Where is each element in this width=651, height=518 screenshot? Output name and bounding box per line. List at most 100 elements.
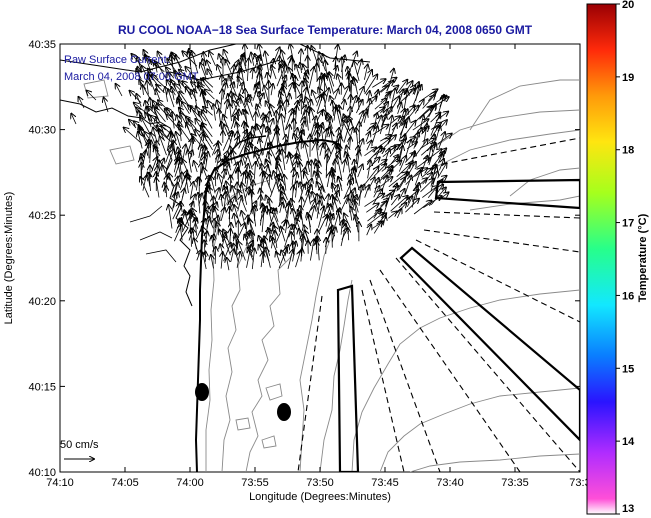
current-vector [186,123,192,136]
current-vector [155,108,166,122]
current-vector [398,103,402,115]
current-vector [318,206,324,228]
current-vector [154,146,161,157]
current-vector [136,94,142,107]
current-vector [124,128,142,144]
current-vector [359,185,361,206]
current-vector [238,110,239,121]
current-vector [156,178,159,198]
colorbar [586,3,617,515]
current-vector [269,210,272,222]
current-vector [192,134,201,145]
plot-frame [59,43,581,473]
current-vector [388,116,393,135]
current-vector [150,140,151,163]
current-vector [269,175,278,198]
x-tick-label: 74:00 [176,477,204,489]
current-vector [383,194,391,216]
current-vector [247,58,248,82]
current-vector [138,132,143,149]
current-vector [116,84,123,97]
y-tick-label: 40:25 [28,210,56,222]
x-tick-label: 73:50 [306,477,334,489]
current-vector [318,236,320,261]
current-vector [372,126,378,143]
current-vector [215,247,216,264]
current-vector [317,201,320,219]
current-vector [200,63,207,80]
current-vector [238,190,247,212]
current-vector [219,169,225,191]
current-vector [207,69,213,79]
current-vector [340,224,346,247]
current-vector [176,132,182,149]
colorbar-tick-label: 14 [622,436,635,448]
current-vector [203,107,213,116]
current-vector [160,136,167,156]
current-vector [278,248,287,269]
y-tick-label: 40:20 [28,296,56,308]
colorbar-tick-label: 18 [622,145,634,157]
current-vector [296,65,301,79]
current-vector [71,114,77,125]
current-vector [172,112,174,129]
current-vector [197,250,201,261]
current-vector [202,110,213,129]
current-vector [257,105,261,117]
current-vector [413,201,431,215]
current-vector [438,132,445,149]
mooring-dot-2 [277,403,291,421]
current-vector [380,86,389,93]
y-axis-label: Latitude (Degrees:Minutes) [3,192,15,325]
x-tick-label: 73:35 [501,477,529,489]
current-vector [149,173,150,192]
current-vector [221,208,225,222]
annotation-line-1: Raw Surface Current: [64,54,170,66]
current-vector [405,199,419,213]
current-vector [233,244,239,263]
current-vector [271,84,273,96]
current-vector [226,60,232,75]
current-vector [204,135,213,151]
current-vector [104,98,109,113]
current-vector [218,174,221,185]
current-vector [335,57,336,72]
current-vector [366,225,372,236]
current-vector [337,109,342,128]
current-vector [199,112,207,122]
current-vector [372,79,385,88]
current-vector [416,132,419,143]
current-vector [184,210,190,227]
current-vector [284,175,286,191]
current-vector [198,193,200,214]
current-vector [281,251,285,262]
current-vector [343,120,351,143]
current-vector [205,90,215,100]
coastline-new-jersey [194,138,341,472]
colorbar-tick-label: 20 [622,0,634,11]
current-vector [253,207,256,227]
current-vector [168,89,175,108]
current-vector [364,185,369,198]
current-vector [262,208,264,233]
mooring-dot-1 [195,383,209,401]
current-vector [364,65,367,80]
current-vector [87,91,97,101]
current-vector [166,186,167,198]
current-vector [221,195,222,207]
current-vector [280,92,287,115]
current-vector [350,95,351,108]
current-vector [308,190,311,205]
current-vector [354,79,358,95]
current-vector [343,100,344,110]
radial-dashed-lines [297,137,580,472]
current-vector [388,211,397,219]
colorbar-tick-label: 17 [622,218,634,230]
current-vector [165,144,172,163]
current-vector [252,68,253,80]
y-axis: 40:35 40:30 40:25 40:20 40:15 40:10 [28,39,580,479]
current-vector [343,160,345,173]
current-vector [427,180,442,198]
current-vector [172,193,175,212]
current-vector [287,250,293,269]
